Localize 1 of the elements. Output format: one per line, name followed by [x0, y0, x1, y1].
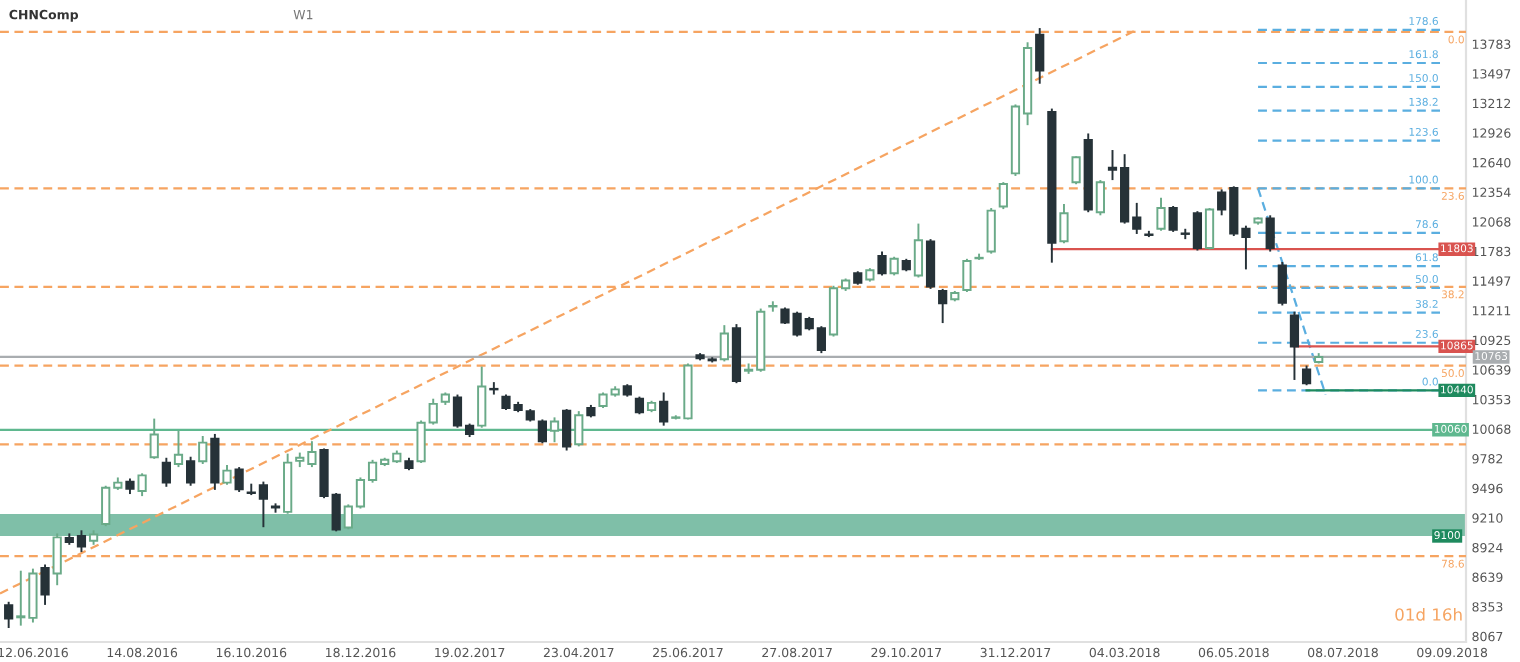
- annotation: 01d 16h: [1395, 607, 1462, 621]
